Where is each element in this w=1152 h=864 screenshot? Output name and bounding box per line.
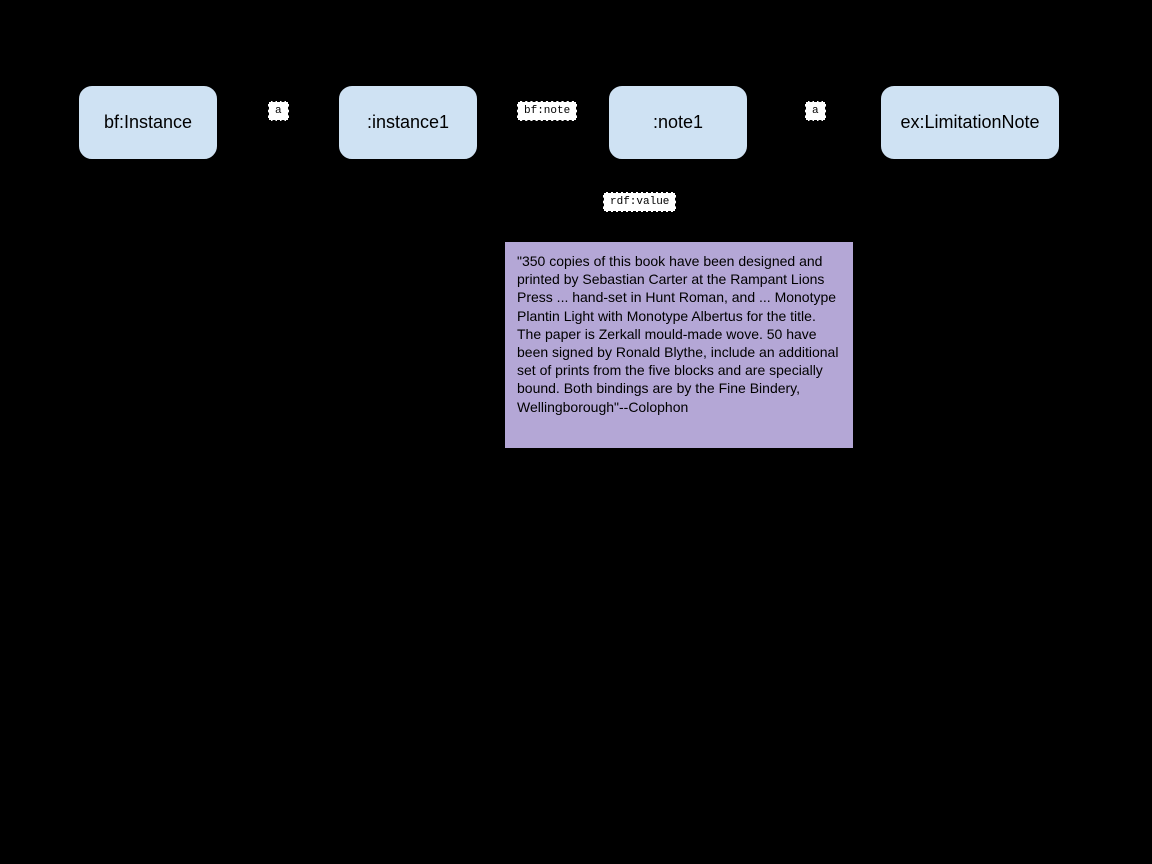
node-limitation-note: ex:LimitationNote [880, 85, 1060, 160]
node-label: ex:LimitationNote [900, 112, 1039, 133]
edge-text: rdf:value [610, 196, 669, 208]
edge-text: a [275, 105, 282, 117]
literal-value-box: "350 copies of this book have been desig… [505, 242, 853, 448]
node-bf-instance: bf:Instance [78, 85, 218, 160]
literal-text: "350 copies of this book have been desig… [517, 253, 838, 415]
node-note1: :note1 [608, 85, 748, 160]
edge-label-rdfvalue: rdf:value [603, 192, 676, 212]
node-label: :note1 [653, 112, 703, 133]
node-instance1: :instance1 [338, 85, 478, 160]
edge-label-a-1: a [268, 101, 289, 121]
edge-label-a-2: a [805, 101, 826, 121]
edge-text: bf:note [524, 105, 570, 117]
node-label: bf:Instance [104, 112, 192, 133]
edge-label-bfnote: bf:note [517, 101, 577, 121]
node-label: :instance1 [367, 112, 449, 133]
edge-text: a [812, 105, 819, 117]
